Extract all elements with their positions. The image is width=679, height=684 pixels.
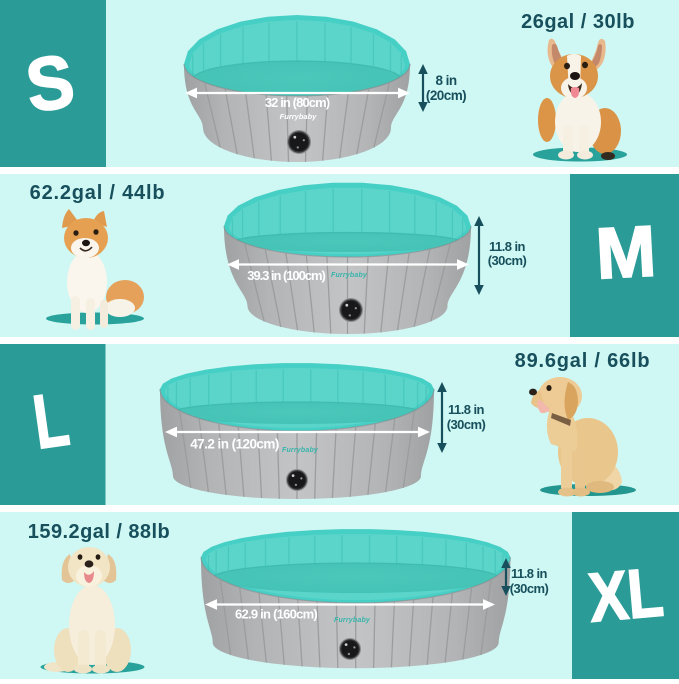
svg-text:M: M — [594, 211, 658, 294]
svg-text:XL: XL — [586, 553, 666, 636]
svg-text:89.6gal / 66lb: 89.6gal / 66lb — [515, 350, 651, 372]
svg-text:Furrybaby: Furrybaby — [280, 112, 318, 121]
svg-text:26gal / 30lb: 26gal / 30lb — [521, 11, 635, 33]
svg-text:47.2 in (120cm): 47.2 in (120cm) — [190, 437, 279, 452]
svg-text:8 in: 8 in — [435, 73, 456, 88]
svg-text:32 in (80cm): 32 in (80cm) — [265, 95, 330, 110]
svg-text:Furrybaby: Furrybaby — [282, 447, 319, 454]
svg-text:Furrybaby: Furrybaby — [331, 272, 368, 279]
svg-text:11.8 in: 11.8 in — [489, 239, 526, 254]
svg-text:(30cm): (30cm) — [488, 253, 527, 268]
svg-text:159.2gal / 88lb: 159.2gal / 88lb — [28, 521, 170, 543]
svg-text:(30cm): (30cm) — [447, 417, 486, 432]
svg-text:39.3 in (100cm): 39.3 in (100cm) — [247, 268, 325, 283]
svg-text:(20cm): (20cm) — [426, 88, 466, 103]
svg-text:11.8 in: 11.8 in — [448, 402, 485, 417]
svg-text:62.2gal / 44lb: 62.2gal / 44lb — [30, 182, 166, 204]
svg-text:11.8 in: 11.8 in — [511, 566, 548, 581]
svg-text:(30cm): (30cm) — [510, 581, 549, 596]
svg-text:62.9 in (160cm): 62.9 in (160cm) — [235, 607, 317, 622]
svg-text:Furrybaby: Furrybaby — [334, 617, 371, 624]
